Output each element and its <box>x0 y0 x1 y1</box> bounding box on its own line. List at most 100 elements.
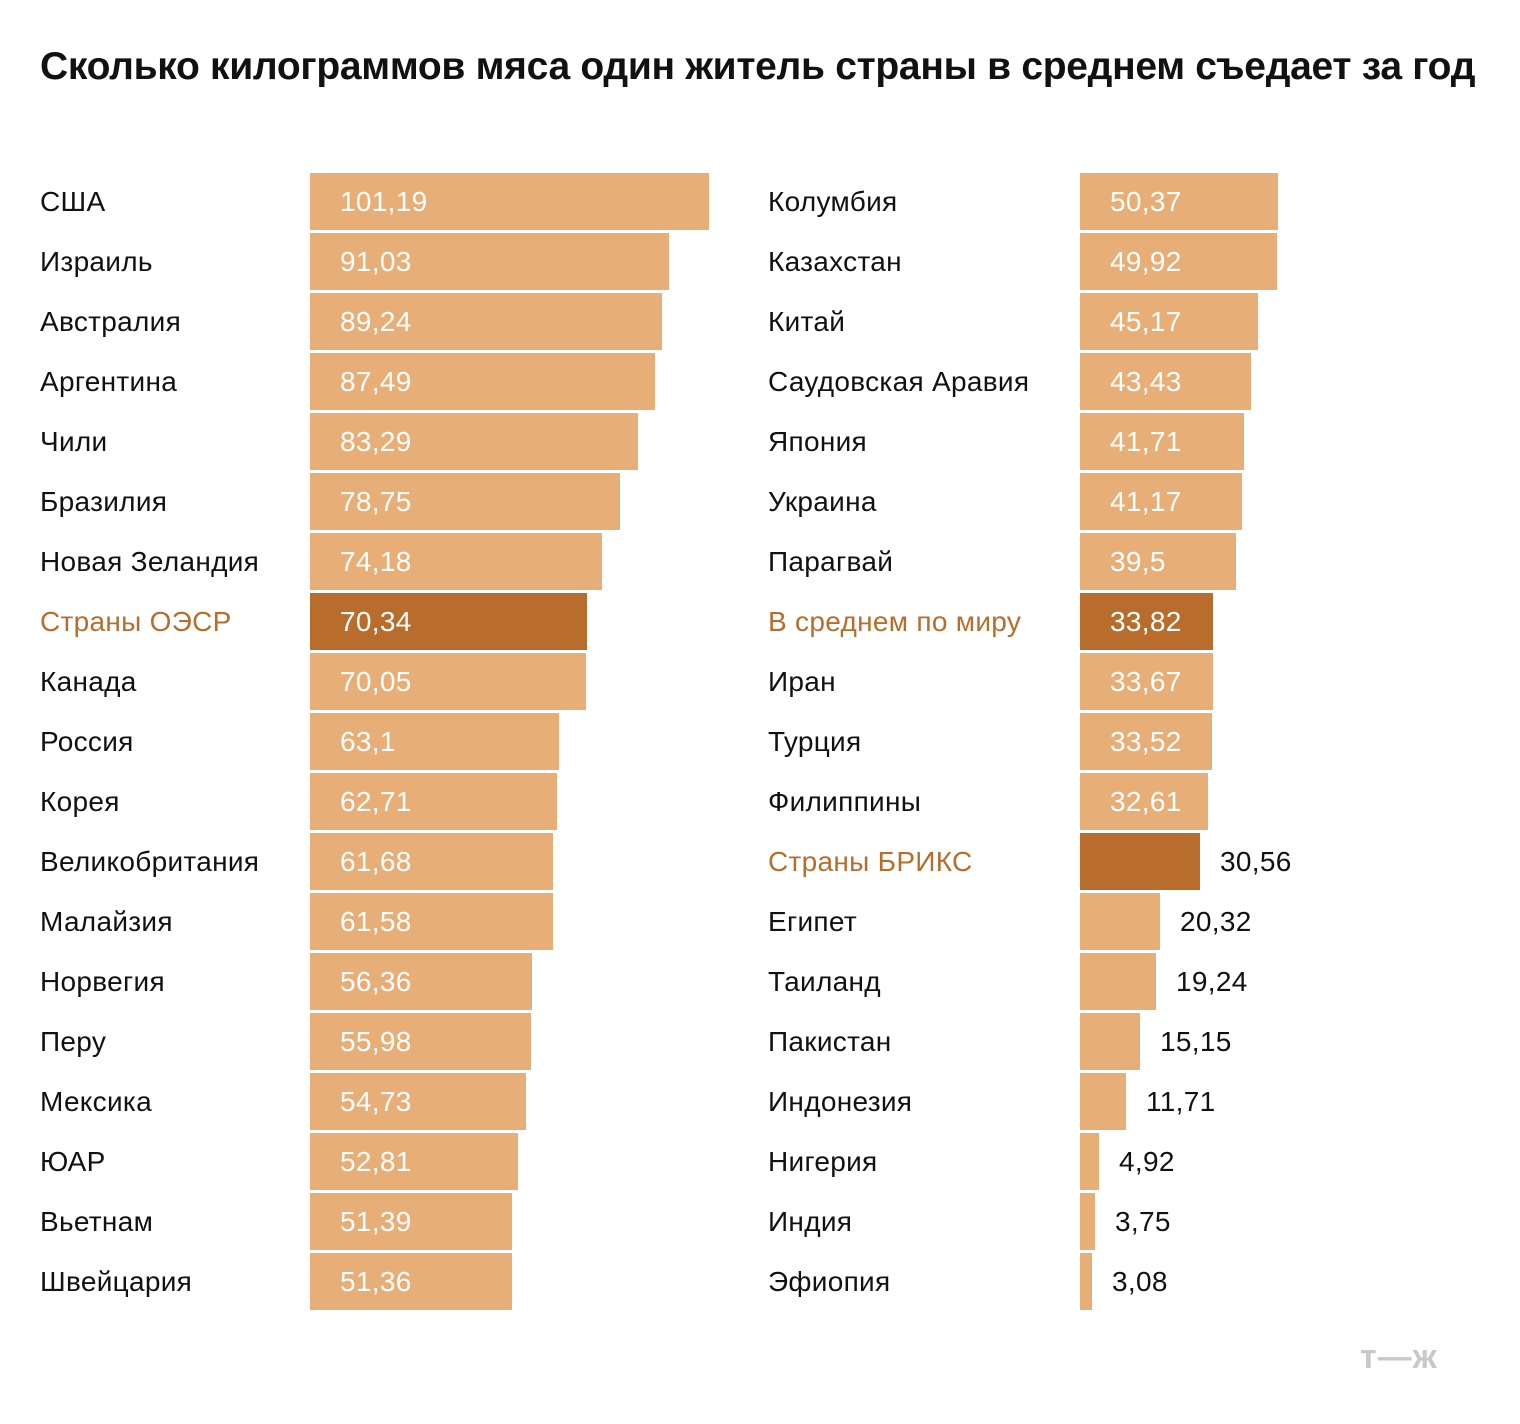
brand-logo: т—ж <box>1360 1338 1438 1376</box>
bar <box>1080 833 1200 890</box>
category-label: Египет <box>768 906 857 937</box>
bar <box>1080 233 1277 290</box>
value-label: 11,71 <box>1146 1086 1216 1117</box>
value-label: 45,17 <box>1110 306 1182 337</box>
value-label: 52,81 <box>340 1146 412 1177</box>
category-label: Эфиопия <box>768 1266 891 1297</box>
value-label: 20,32 <box>1180 906 1252 937</box>
category-label: Страны ОЭСР <box>40 606 232 637</box>
value-label: 33,67 <box>1110 666 1182 697</box>
value-label: 33,52 <box>1110 726 1182 757</box>
bar <box>1080 773 1208 830</box>
bar <box>310 293 662 350</box>
category-label: Аргентина <box>40 366 178 397</box>
value-label: 70,05 <box>340 666 412 697</box>
category-label: Бразилия <box>40 486 168 517</box>
value-label: 50,37 <box>1110 186 1182 217</box>
value-label: 4,92 <box>1119 1146 1175 1177</box>
value-label: 63,1 <box>340 726 396 757</box>
category-label: Парагвай <box>768 546 894 577</box>
value-label: 91,03 <box>340 246 412 277</box>
category-label: Корея <box>40 786 120 817</box>
value-label: 55,98 <box>340 1026 412 1057</box>
category-label: Канада <box>40 666 137 697</box>
bar <box>310 1193 512 1250</box>
value-label: 19,24 <box>1176 966 1248 997</box>
bar <box>310 653 586 710</box>
value-label: 62,71 <box>340 786 412 817</box>
category-label: Филиппины <box>768 786 922 817</box>
category-label: Пакистан <box>768 1026 892 1057</box>
value-label: 61,58 <box>340 906 412 937</box>
bar <box>310 233 669 290</box>
category-label: Малайзия <box>40 906 173 937</box>
category-label: Страны БРИКС <box>768 846 973 877</box>
bar <box>1080 173 1278 230</box>
category-label: Израиль <box>40 246 153 277</box>
value-label: 30,56 <box>1220 846 1292 877</box>
category-label: Нигерия <box>768 1146 878 1177</box>
value-label: 89,24 <box>340 306 412 337</box>
bar <box>310 353 655 410</box>
value-label: 33,82 <box>1110 606 1182 637</box>
value-label: 43,43 <box>1110 366 1182 397</box>
category-label: Австралия <box>40 306 182 337</box>
category-label: Вьетнам <box>40 1206 154 1237</box>
value-label: 3,08 <box>1112 1266 1168 1297</box>
bar <box>1080 293 1258 350</box>
bar <box>310 593 587 650</box>
category-label: В среднем по миру <box>768 606 1022 637</box>
bar <box>1080 953 1156 1010</box>
value-label: 41,17 <box>1110 486 1182 517</box>
category-label: США <box>40 186 106 217</box>
category-label: Перу <box>40 1026 107 1057</box>
value-label: 15,15 <box>1160 1026 1232 1057</box>
value-label: 49,92 <box>1110 246 1182 277</box>
category-label: Саудовская Аравия <box>768 366 1030 397</box>
bar <box>310 893 553 950</box>
value-label: 101,19 <box>340 186 428 217</box>
bar <box>1080 1133 1099 1190</box>
value-label: 51,39 <box>340 1206 412 1237</box>
bar <box>310 1013 531 1070</box>
bar <box>310 1253 512 1310</box>
bar <box>1080 593 1213 650</box>
bar <box>1080 1013 1140 1070</box>
bar <box>310 533 602 590</box>
value-label: 70,34 <box>340 606 412 637</box>
category-label: Новая Зеландия <box>40 546 260 577</box>
value-label: 61,68 <box>340 846 412 877</box>
bar <box>310 713 559 770</box>
bar <box>310 473 620 530</box>
category-label: Мексика <box>40 1086 152 1117</box>
category-label: Китай <box>768 306 846 337</box>
bar <box>310 1133 518 1190</box>
category-label: Украина <box>768 486 877 517</box>
category-label: Япония <box>768 426 868 457</box>
category-label: Чили <box>40 426 108 457</box>
category-label: Индонезия <box>768 1086 913 1117</box>
category-label: Турция <box>768 726 862 757</box>
value-label: 39,5 <box>1110 546 1166 577</box>
bar <box>1080 1253 1092 1310</box>
category-label: Великобритания <box>40 846 260 877</box>
bar <box>310 413 638 470</box>
bar <box>310 773 557 830</box>
bar <box>310 833 553 890</box>
bar <box>1080 413 1244 470</box>
bar <box>310 173 709 230</box>
value-label: 41,71 <box>1110 426 1182 457</box>
value-label: 87,49 <box>340 366 412 397</box>
chart-title: Сколько килограммов мяса один житель стр… <box>40 45 1476 88</box>
category-label: Индия <box>768 1206 853 1237</box>
category-label: Казахстан <box>768 246 902 277</box>
bar <box>1080 533 1236 590</box>
category-label: Иран <box>768 666 836 697</box>
category-label: ЮАР <box>40 1146 106 1177</box>
category-label: Норвегия <box>40 966 165 997</box>
value-label: 74,18 <box>340 546 412 577</box>
category-label: Россия <box>40 726 134 757</box>
bar <box>1080 653 1213 710</box>
value-label: 51,36 <box>340 1266 412 1297</box>
bar <box>1080 1193 1095 1250</box>
